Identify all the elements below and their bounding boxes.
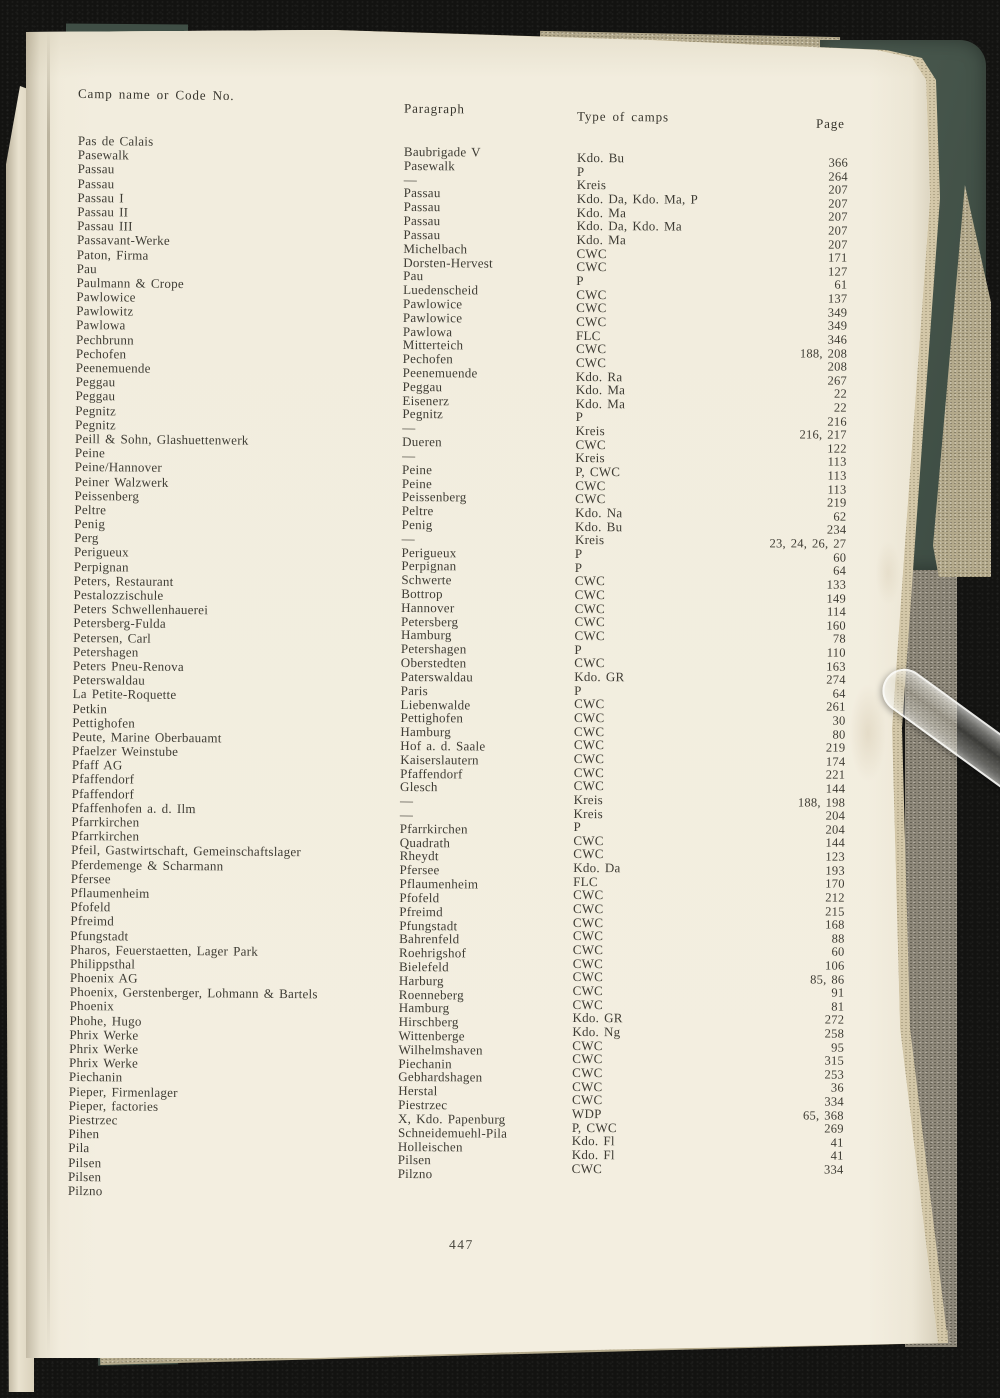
page-cell: 174: [825, 754, 846, 769]
page-cell: 204: [825, 808, 846, 823]
page-cell: 349: [827, 305, 848, 320]
page-cell: 122: [827, 441, 847, 456]
page-cell: 144: [825, 781, 846, 796]
page-cell: 315: [824, 1053, 845, 1068]
page-cell: 60: [833, 550, 847, 565]
page-cell: 267: [827, 373, 848, 388]
column-header-paragraph: Paragraph: [403, 100, 465, 117]
gutter-crease: [47, 30, 50, 1358]
page-cell: 170: [825, 876, 845, 891]
page-cell: 81: [831, 999, 845, 1014]
book-page: [26, 30, 938, 1358]
page-cell: 149: [826, 591, 847, 606]
page-cell: 65, 368: [803, 1108, 844, 1123]
page-cell: 216, 217: [799, 427, 847, 442]
page-number: 447: [448, 1236, 474, 1253]
page-cell: 85, 86: [810, 972, 845, 987]
page-cell: 22: [833, 400, 847, 415]
page-cell: 261: [826, 699, 846, 715]
page-cell: 349: [827, 318, 848, 333]
page-cell: 221: [825, 767, 846, 783]
page-cell: 207: [828, 237, 848, 252]
page-cell: 346: [827, 332, 848, 347]
page-cell: 113: [827, 454, 847, 470]
column-header-camp-name: Camp name or Code No.: [77, 85, 235, 104]
page-cell: 23, 24, 26, 27: [769, 536, 847, 551]
page-number-column: 366 264 207 207 207 207 207 171 127 61 137 349 349 34…: [694, 156, 848, 1177]
page-cell: 61: [834, 278, 848, 293]
page-cell: 36: [830, 1081, 844, 1096]
page-cell: 207: [828, 210, 848, 225]
page-cell: 78: [832, 631, 846, 646]
page-cell: 22: [833, 386, 847, 402]
page-cell: 30: [832, 713, 846, 728]
page-cell: 171: [828, 250, 848, 265]
page-cell: 163: [826, 659, 846, 674]
page-cell: 88: [831, 931, 845, 946]
page-cell: 110: [826, 645, 846, 660]
page-cell: 208: [827, 359, 848, 374]
page-cell: 106: [824, 958, 845, 973]
page-cell: 219: [825, 740, 846, 755]
page-cell: 133: [826, 577, 847, 592]
page-cell: 80: [832, 727, 846, 742]
page-cell: 64: [833, 563, 847, 578]
page-cell: 188, 208: [799, 345, 848, 361]
page-cell: 207: [828, 196, 848, 211]
page-cell: 127: [827, 264, 848, 279]
page-cell: 219: [826, 495, 847, 510]
page-cell: 207: [828, 182, 848, 197]
page-cell: 215: [825, 904, 845, 919]
page-cell: 193: [825, 863, 845, 878]
page-cell: 216: [827, 414, 847, 429]
page-cell: 272: [824, 1012, 845, 1028]
column-header-page: Page: [815, 115, 845, 132]
page-cell: 334: [824, 1162, 844, 1177]
page-cell: 144: [825, 836, 846, 851]
page-cell: 207: [828, 223, 848, 238]
page-cell: 188, 198: [797, 795, 846, 810]
page-cell: 168: [825, 917, 845, 932]
page-cell: 274: [826, 672, 846, 687]
page-cell: 64: [832, 686, 846, 701]
page-cell: 91: [831, 985, 845, 1000]
page-cell: 253: [824, 1067, 845, 1082]
page-cell: 113: [827, 482, 847, 497]
page-cell: 114: [826, 604, 847, 619]
page-cell: 334: [824, 1094, 844, 1109]
page-cell: 212: [825, 890, 845, 905]
page-cell: 60: [831, 944, 845, 959]
page-cell: 264: [828, 169, 848, 184]
page-cell: 160: [826, 618, 846, 633]
page-cell: 204: [825, 822, 846, 837]
page-cell: 41: [830, 1149, 844, 1164]
column-header-type-of-camps: Type of camps: [576, 108, 670, 125]
page-cell: 113: [827, 468, 847, 483]
page-cell: 95: [831, 1040, 845, 1055]
page-cell: 258: [824, 1026, 845, 1041]
page-cell: 366: [828, 155, 849, 170]
page-cell: 62: [833, 509, 847, 524]
page-cell: 123: [825, 849, 845, 864]
page-cell: 137: [827, 291, 848, 306]
camp-name-column: Pas de Calais Pasewalk Passau Passau Passau …: [68, 133, 418, 1201]
page-cell: 269: [824, 1121, 844, 1136]
page-cell: 41: [830, 1135, 844, 1150]
